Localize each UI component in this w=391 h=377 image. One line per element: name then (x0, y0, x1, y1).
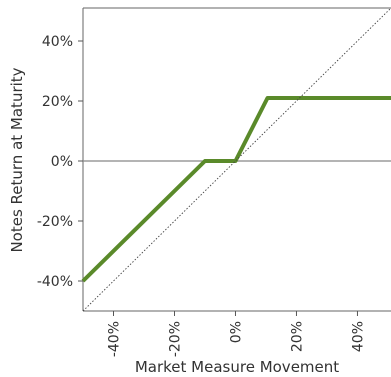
x-tick-label: 20% (289, 321, 305, 352)
y-tick-label: -20% (37, 214, 73, 230)
y-axis-label: Notes Return at Maturity (8, 67, 26, 252)
y-tick-label: -40% (37, 274, 73, 290)
x-tick-label: -40% (106, 321, 122, 357)
y-axis: -40% -20% 0% 20% 40% (37, 34, 83, 290)
series-layer (81, 7, 391, 312)
y-tick-label: 20% (42, 94, 73, 110)
plot-frame (82, 7, 391, 312)
x-tick-label: -20% (167, 321, 183, 357)
notes-return-line (81, 96, 391, 283)
x-axis-label: Market Measure Movement (135, 358, 339, 376)
y-tick-label: 40% (42, 34, 73, 50)
x-tick-label: 40% (350, 321, 366, 352)
market-measure-diagonal-line (82, 7, 391, 312)
y-tick-label: 0% (51, 154, 73, 170)
x-tick-label: 0% (228, 321, 244, 343)
x-axis: -40% -20% 0% 20% 40% (106, 311, 366, 357)
